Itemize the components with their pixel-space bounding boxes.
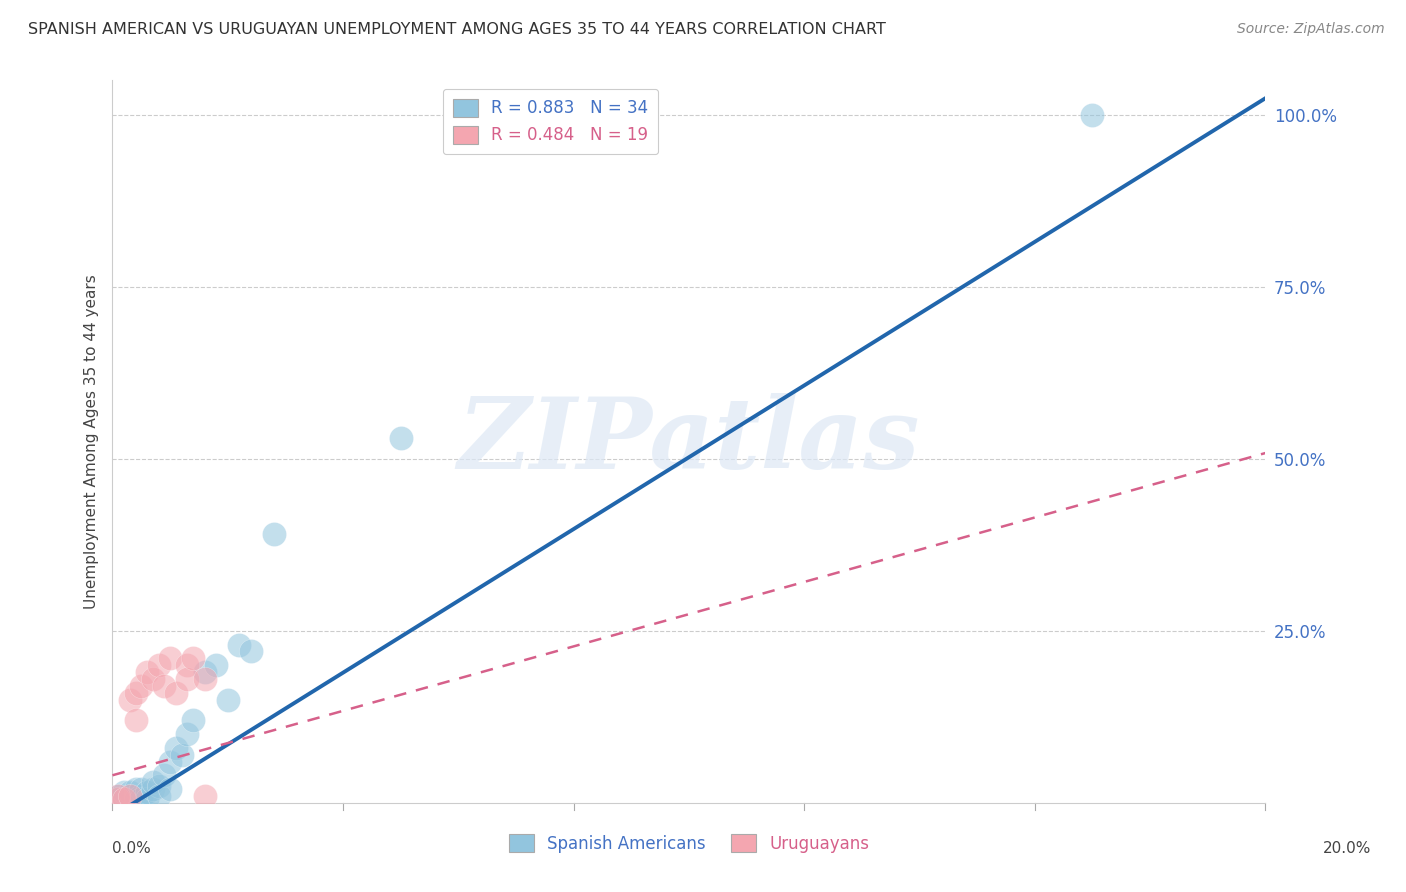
Point [194, 665, 217, 679]
Point [129, 782, 153, 797]
Point [129, 789, 153, 803]
Point [194, 789, 217, 803]
Point [107, 789, 129, 803]
Point [165, 686, 187, 700]
Point [165, 740, 187, 755]
Point [136, 792, 159, 806]
Point [217, 692, 239, 706]
Point [205, 658, 228, 673]
Point [159, 755, 181, 769]
Point [176, 727, 198, 741]
Point [124, 789, 146, 803]
Point [389, 431, 412, 445]
Point [181, 713, 204, 727]
Point [124, 686, 146, 700]
Point [112, 792, 135, 806]
Point [142, 775, 165, 789]
Point [112, 792, 135, 806]
Point [129, 792, 153, 806]
Point [118, 692, 141, 706]
Point [142, 782, 165, 797]
Point [159, 782, 181, 797]
Point [194, 672, 217, 686]
Point [148, 779, 170, 793]
Point [148, 658, 170, 673]
Text: SPANISH AMERICAN VS URUGUAYAN UNEMPLOYMENT AMONG AGES 35 TO 44 YEARS CORRELATION: SPANISH AMERICAN VS URUGUAYAN UNEMPLOYME… [28, 22, 886, 37]
Point [118, 785, 141, 799]
Point [181, 651, 204, 665]
Point [142, 672, 165, 686]
Point [170, 747, 193, 762]
Point [159, 651, 181, 665]
Point [124, 713, 146, 727]
Point [239, 644, 262, 658]
Point [107, 792, 129, 806]
Point [153, 768, 176, 782]
Legend: Spanish Americans, Uruguayans: Spanish Americans, Uruguayans [502, 828, 876, 860]
Point [136, 785, 159, 799]
Point [107, 789, 129, 803]
Point [107, 792, 129, 806]
Point [148, 789, 170, 803]
Point [112, 785, 135, 799]
Text: 20.0%: 20.0% [1323, 841, 1371, 856]
Point [118, 789, 141, 803]
Point [118, 792, 141, 806]
Text: 0.0%: 0.0% [112, 841, 152, 856]
Point [124, 782, 146, 797]
Point [136, 665, 159, 679]
Point [228, 638, 250, 652]
Point [176, 658, 198, 673]
Point [129, 679, 153, 693]
Point [263, 527, 285, 541]
Point [124, 792, 146, 806]
Text: Source: ZipAtlas.com: Source: ZipAtlas.com [1237, 22, 1385, 37]
Point [153, 679, 176, 693]
Y-axis label: Unemployment Among Ages 35 to 44 years: Unemployment Among Ages 35 to 44 years [83, 274, 98, 609]
Point [176, 672, 198, 686]
Point [1081, 108, 1104, 122]
Point [118, 789, 141, 803]
Text: ZIPatlas: ZIPatlas [458, 393, 920, 490]
